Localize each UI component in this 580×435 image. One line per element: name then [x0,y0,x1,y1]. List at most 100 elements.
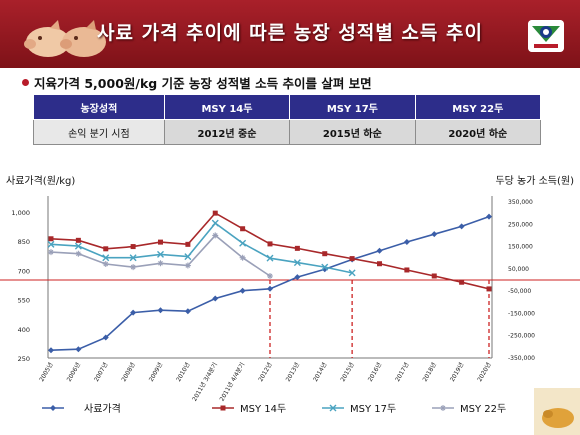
series-point-2 [211,219,219,227]
series-point-3 [267,272,273,279]
series-point-1 [267,241,273,247]
series-point-2 [348,269,356,277]
series-point-0 [75,346,82,353]
x-tick-label: 2005년 [37,361,54,383]
legend-label: MSY 22두 [460,404,506,415]
series-point-2 [184,253,192,261]
series-point-0 [376,247,383,254]
series-point-3 [184,262,191,269]
series-point-1 [130,244,136,250]
left-tick-label: 250 [18,355,30,363]
table-header-cell: MSY 14두 [163,94,291,120]
series-point-1 [349,256,355,262]
legend-marker [50,405,56,411]
series-point-2 [74,242,82,250]
series-point-0 [458,223,465,230]
right-axis-title: 두당 농가 소득(원) [495,175,574,187]
x-tick-label: 2013년 [284,361,301,383]
series-point-2 [157,250,164,258]
series-point-1 [377,261,382,267]
x-tick-label: 2019년 [448,361,465,383]
table-header-cell: 농장성적 [33,94,165,120]
series-point-0 [239,287,246,294]
series-point-1 [486,286,492,292]
series-point-3 [102,260,109,267]
legend-marker [440,405,446,411]
series-point-3 [48,249,54,256]
income-trend-chart: 사료가격(원/kg) 두당 농가 소득(원) 1,000 850 700 550 400 25… [0,174,580,415]
series-point-0 [403,238,410,245]
x-tick-label: 2016년 [366,361,383,383]
series-point-2 [102,254,110,262]
series-point-1 [75,237,81,243]
x-tick-label: 2007년 [92,361,109,383]
left-tick-label: 700 [18,267,30,275]
table-header-row: 농장성적 MSY 14두 MSY 17두 MSY 22두 [33,94,542,120]
x-tick-label: 2020년 [475,361,492,383]
right-tick-label: -150,000 [508,310,535,317]
series-point-1 [294,245,300,251]
subtitle: 지육가격 5,000원/kg 기준 농장 성적별 소득 추이를 살펴 보면 [34,76,372,91]
series-point-1 [158,239,163,245]
table-header-cell: MSY 17두 [289,94,416,120]
table-cell: 2012년 중순 [163,119,291,145]
title-banner: 사료 가격 추이에 따른 농장 성적별 소득 추이 [0,0,580,68]
right-tick-label: 150,000 [508,244,533,251]
series-point-1 [185,241,191,247]
series-point-1 [322,251,328,257]
x-tick-label: 2006년 [65,361,82,383]
series-point-1 [240,226,246,232]
legend-marker [329,404,337,412]
emblem-logo-icon [528,20,564,52]
right-tick-label: -50,000 [508,288,531,295]
x-tick-label: 2011년 4/4분기 [218,361,247,403]
series-point-0 [184,308,191,315]
x-tick-label: 2017년 [393,361,410,383]
breakeven-table: 농장성적 MSY 14두 MSY 17두 MSY 22두 손익 분기 시점 20… [33,94,542,145]
series-point-2 [239,239,247,247]
x-tick-label: 2010년 [174,361,191,383]
series-point-0 [102,334,109,341]
series-point-0 [267,285,273,292]
series-point-2 [129,254,137,262]
left-tick-label: 850 [18,238,30,246]
series-point-1 [103,246,109,252]
right-tick-label: 250,000 [508,221,533,228]
x-tick-label: 2012년 [256,361,273,383]
x-tick-label: 2015년 [339,361,356,383]
series-point-1 [431,273,437,279]
legend-label: MSY 17두 [350,404,396,415]
series-point-3 [212,232,219,239]
series-point-2 [47,240,55,248]
right-tick-label: -350,000 [508,355,535,362]
series-point-1 [48,236,54,242]
x-tick-label: 2009년 [147,361,164,383]
left-tick-label: 1,000 [11,209,30,217]
series-point-3 [239,254,246,261]
right-tick-label: -250,000 [508,333,535,340]
left-tick-label: 550 [18,297,30,305]
table-cell: 손익 분기 시점 [33,119,165,145]
series-point-0 [431,231,438,238]
legend-label: 사료가격 [84,402,121,415]
left-axis-title: 사료가격(원/kg) [6,174,75,187]
table-cell: 2015년 하순 [289,119,416,145]
series-point-0 [294,274,301,281]
bullet-icon [22,79,29,86]
right-tick-label: 350,000 [508,199,533,206]
right-tick-label: 50,000 [508,266,529,273]
x-tick-label: 2011년 3/4분기 [190,361,219,403]
series-point-2 [321,263,329,271]
pig-icon [24,20,106,57]
table-cell: 2020년 하순 [414,119,542,145]
page-title: 사료 가격 추이에 따른 농장 성적별 소득 추이 [97,22,483,44]
series-point-1 [459,279,465,285]
series-point-0 [212,295,219,302]
series-point-2 [293,259,301,267]
series-point-0 [486,213,492,220]
x-tick-label: 2008년 [120,361,137,383]
series-point-3 [130,264,137,271]
series-point-3 [75,250,82,257]
series-point-2 [266,254,274,262]
series-point-1 [404,267,410,273]
